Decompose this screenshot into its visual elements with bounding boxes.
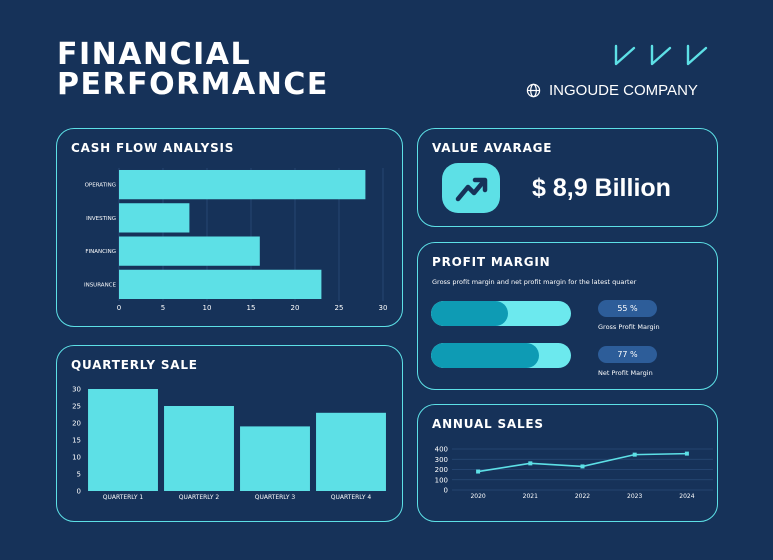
annual-sales-title: ANNUAL SALES: [432, 417, 544, 431]
value-average-title: VALUE AVARAGE: [432, 141, 553, 155]
company-name: INGOUDE COMPANY: [526, 80, 698, 100]
quarterly-tick-label: 10: [72, 454, 81, 462]
quarterly-bar: [316, 412, 386, 491]
cash-flow-card: CASH FLOW ANALYSIS 0 5 10 15 20 25 30 OPERATING…: [56, 128, 403, 327]
gross-margin-label: Gross Profit Margin: [598, 323, 660, 331]
cash-bar: [119, 203, 190, 233]
gross-margin-percent: 55 %: [598, 300, 657, 317]
cash-tick-label: 5: [161, 304, 165, 312]
annual-x-label: 2021: [523, 493, 538, 500]
annual-sales-chart: 0 100 200 300 400 2020 2021 2022 2023 2024: [435, 446, 713, 500]
profit-margin-card: PROFIT MARGIN Gross profit margin and ne…: [417, 242, 718, 390]
page-title-line2: PERFORMANCE: [57, 67, 329, 102]
net-margin-fill: [431, 343, 539, 368]
annual-x-label: 2020: [470, 493, 485, 500]
annual-point: [632, 452, 637, 457]
cash-tick-label: 0: [117, 304, 121, 312]
annual-x-label: 2023: [627, 493, 642, 500]
quarterly-bar: [88, 389, 158, 491]
quarterly-category-label: QUARTERLY 2: [179, 494, 220, 501]
annual-point: [476, 469, 481, 474]
quarterly-tick-label: 15: [72, 437, 81, 445]
cash-tick-label: 20: [291, 304, 300, 312]
quarterly-sale-card: QUARTERLY SALE 0 5 10 15 20 25 30 QUARTERLY 1 QU…: [56, 345, 403, 522]
company-label: INGOUDE COMPANY: [549, 81, 698, 99]
page-title: FINANCIAL PERFORMANCE: [57, 40, 329, 100]
annual-tick-label: 0: [444, 487, 448, 495]
cash-category-label: FINANCING: [85, 249, 116, 255]
quarterly-tick-label: 30: [72, 386, 81, 394]
annual-point: [580, 464, 585, 469]
annual-point: [684, 451, 689, 456]
net-margin-label: Net Profit Margin: [598, 369, 653, 377]
trend-up-icon: [455, 177, 488, 202]
gross-margin-bar: [431, 301, 571, 326]
net-margin-percent: 77 %: [598, 346, 657, 363]
globe-icon: [526, 83, 541, 97]
annual-sales-card: ANNUAL SALES 0 100 200 300 400 2020 2021 2022 20…: [417, 404, 718, 522]
cash-tick-label: 15: [247, 304, 256, 312]
annual-point: [528, 461, 533, 466]
cash-bar: [119, 269, 322, 300]
cash-tick-label: 10: [203, 304, 212, 312]
cash-category-label: INSURANCE: [84, 282, 117, 288]
quarterly-tick-label: 25: [72, 403, 81, 411]
trend-up-badge: [442, 163, 500, 213]
net-margin-bar: [431, 343, 571, 368]
quarterly-category-label: QUARTERLY 1: [103, 494, 144, 501]
page-title-line1: FINANCIAL: [57, 37, 252, 72]
quarterly-tick-label: 0: [77, 488, 81, 496]
cash-flow-title: CASH FLOW ANALYSIS: [71, 141, 235, 155]
quarterly-bar: [164, 406, 234, 491]
quarterly-category-label: QUARTERLY 4: [331, 494, 372, 501]
cash-category-label: INVESTING: [86, 216, 116, 222]
annual-tick-label: 300: [435, 456, 448, 464]
profit-margin-title: PROFIT MARGIN: [432, 255, 551, 269]
annual-x-label: 2022: [575, 493, 590, 500]
cash-tick-label: 30: [379, 304, 388, 312]
chevron-logo-icon: [614, 44, 708, 66]
cash-bar: [119, 169, 366, 200]
cash-tick-label: 25: [335, 304, 344, 312]
annual-series-line: [477, 452, 687, 473]
annual-tick-label: 200: [435, 466, 448, 474]
annual-x-label: 2024: [679, 493, 694, 500]
quarterly-tick-label: 5: [77, 471, 81, 479]
cash-flow-chart: 0 5 10 15 20 25 30 OPERATING INVESTING FINANCING I…: [84, 168, 388, 312]
gross-margin-fill: [431, 301, 508, 326]
quarterly-bar: [240, 426, 310, 491]
quarterly-category-label: QUARTERLY 3: [255, 494, 296, 501]
annual-tick-label: 100: [435, 476, 448, 484]
quarterly-sale-title: QUARTERLY SALE: [71, 358, 198, 372]
value-average-card: VALUE AVARAGE $ 8,9 Billion: [417, 128, 718, 227]
quarterly-sale-chart: 0 5 10 15 20 25 30 QUARTERLY 1 QUARTERLY 2 QUARTE…: [72, 386, 386, 501]
quarterly-tick-label: 20: [72, 420, 81, 428]
cash-bar: [119, 236, 260, 266]
annual-tick-label: 400: [435, 446, 448, 454]
value-average-amount: $ 8,9 Billion: [532, 174, 671, 202]
profit-margin-subtitle: Gross profit margin and net profit margi…: [432, 278, 637, 286]
cash-category-label: OPERATING: [85, 183, 116, 189]
